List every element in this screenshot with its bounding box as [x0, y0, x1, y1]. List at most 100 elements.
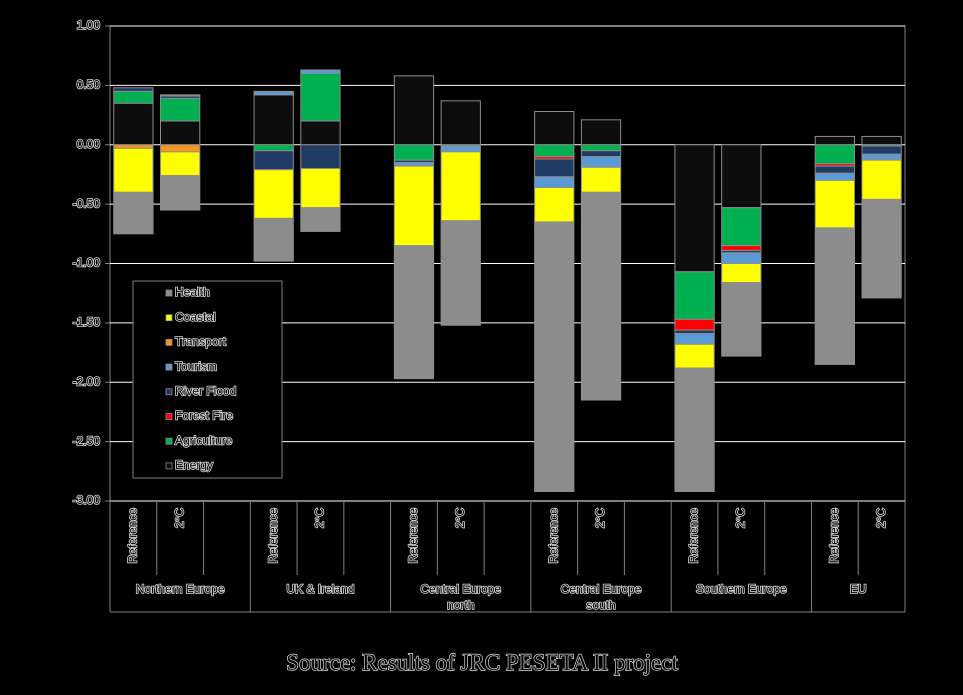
y-tick-label: -1.00: [73, 256, 101, 270]
bar-segment: [534, 221, 575, 492]
bar-segment: [440, 145, 481, 153]
bar-segment: [721, 252, 762, 264]
bar-segment: [861, 198, 902, 299]
bar-segment: [253, 144, 294, 152]
bar-segment: [721, 144, 762, 209]
legend-swatch: [165, 363, 173, 371]
legend-label: Coastal: [175, 310, 216, 324]
y-tick-label: -1.50: [73, 315, 101, 329]
x-tick-label: Reference: [687, 508, 701, 564]
bar-segment: [861, 145, 902, 155]
bar-segment: [393, 75, 435, 146]
bar-segment: [253, 90, 294, 96]
bar-segment: [580, 150, 622, 158]
bar-segment: [534, 158, 575, 178]
bar-segment: [861, 135, 902, 146]
bar-segment: [300, 69, 341, 74]
bar-segment: [674, 318, 715, 331]
bar-segment: [113, 87, 154, 92]
bar-segment: [580, 119, 622, 146]
x-tick-label: 2°C: [874, 508, 888, 528]
x-tick-label: 2°C: [172, 508, 186, 528]
bar-segment: [253, 217, 294, 262]
bar-segment: [113, 144, 154, 149]
legend-swatch: [165, 338, 173, 346]
bar-segment: [300, 73, 341, 122]
bar-segment: [534, 187, 575, 223]
bar-segment: [440, 220, 481, 326]
bar-segment: [534, 176, 575, 188]
legend-swatch: [165, 388, 173, 396]
legend-box: [132, 280, 283, 479]
bar-segment: [814, 172, 855, 181]
bar-segment: [580, 156, 622, 168]
bar-segment: [440, 151, 481, 222]
legend-swatch: [165, 314, 173, 322]
bar-segment: [440, 100, 481, 146]
y-tick-label: -2.00: [73, 374, 101, 388]
bar-segment: [674, 329, 715, 335]
bar-segment: [300, 144, 341, 169]
bar-segment: [393, 165, 435, 247]
bar-segment: [300, 207, 341, 232]
bar-segment: [160, 144, 201, 153]
bar-segment: [113, 191, 154, 235]
legend-swatch: [165, 413, 173, 420]
group-label: Central Europe south: [561, 582, 642, 612]
bar-segment: [393, 144, 435, 161]
legend-label: Forest Fire: [175, 409, 233, 423]
x-tick-label: Reference: [546, 508, 560, 564]
y-tick-label: 0.50: [77, 78, 101, 92]
bar-segment: [674, 271, 715, 320]
group-label: Northern Europe: [136, 582, 225, 596]
bar-segment: [580, 191, 622, 401]
source-note: Source: Results of JRC PESETA II project: [286, 650, 678, 675]
bar-segment: [160, 97, 201, 122]
bar-segment: [721, 245, 762, 251]
bar-segment: [160, 94, 201, 97]
bar-segment: [814, 179, 855, 229]
y-tick-label: 0.00: [77, 137, 101, 151]
bar-segment: [721, 282, 762, 357]
bar-segment: [300, 120, 341, 146]
bar-segment: [861, 153, 902, 161]
legend-label: Health: [175, 285, 210, 299]
y-tick-label: -0.50: [73, 196, 101, 210]
y-tick-label: -2.50: [73, 434, 101, 448]
bar-segment: [534, 111, 575, 146]
x-tick-label: 2°C: [313, 508, 327, 528]
bar-segment: [580, 166, 622, 193]
x-tick-label: 2°C: [593, 508, 607, 528]
bar-segment: [674, 343, 715, 369]
bar-segment: [160, 175, 201, 211]
legend-label: Tourism: [175, 359, 217, 373]
legend-label: Energy: [175, 458, 213, 472]
bar-segment: [674, 333, 715, 345]
bar-segment: [814, 165, 855, 174]
x-tick-label: 2°C: [453, 508, 467, 528]
bar-segment: [253, 150, 294, 171]
legend-swatch: [165, 437, 173, 445]
x-tick-label: 2°C: [733, 508, 747, 528]
bar-segment: [113, 102, 154, 146]
bar-segment: [393, 162, 435, 167]
bar-segment: [721, 263, 762, 283]
legend-label: Transport: [175, 335, 227, 349]
bar-segment: [814, 227, 855, 365]
bar-segment: [721, 207, 762, 247]
bar-segment: [160, 151, 201, 177]
y-tick-label: 1.00: [77, 18, 101, 32]
bar-segment: [253, 94, 294, 146]
x-tick-label: Reference: [266, 508, 280, 564]
group-label: EU: [850, 582, 867, 596]
legend-label: Agriculture: [175, 433, 233, 447]
bar-segment: [393, 245, 435, 380]
bar-segment: [580, 144, 622, 152]
legend-swatch: [165, 289, 173, 297]
bar-segment: [674, 367, 715, 492]
x-tick-label: Reference: [827, 508, 841, 564]
group-label: Central Europe north: [420, 582, 501, 612]
x-tick-label: Reference: [406, 508, 420, 564]
legend-label: River Flood: [175, 384, 236, 398]
bar-segment: [113, 90, 154, 104]
